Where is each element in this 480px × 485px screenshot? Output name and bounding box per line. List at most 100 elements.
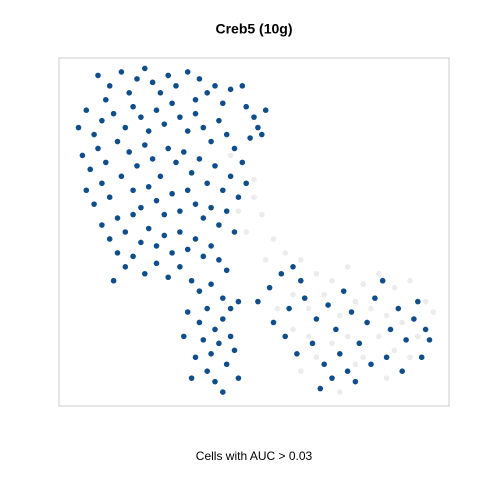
point [422, 326, 429, 333]
point [239, 83, 246, 89]
point [153, 197, 160, 204]
point [216, 222, 222, 228]
point [177, 208, 183, 214]
point [305, 305, 312, 312]
point [153, 107, 160, 113]
point [364, 319, 370, 326]
point [204, 368, 210, 375]
point [227, 152, 234, 159]
point [243, 229, 249, 235]
point [142, 142, 148, 148]
point [220, 316, 226, 322]
point [212, 326, 218, 333]
point [204, 305, 210, 312]
point [298, 277, 304, 284]
point [169, 250, 175, 256]
point [262, 107, 269, 113]
point [130, 187, 136, 194]
point [184, 69, 191, 75]
point [231, 229, 238, 235]
point [145, 128, 152, 134]
point [114, 250, 121, 256]
point [286, 305, 292, 312]
point [192, 236, 199, 242]
point [274, 305, 281, 312]
point [220, 295, 226, 301]
point [301, 295, 308, 301]
point [208, 243, 214, 249]
point [208, 351, 214, 357]
point [114, 215, 121, 221]
point [251, 194, 257, 200]
point [220, 100, 226, 107]
point [337, 312, 343, 319]
point [290, 326, 296, 333]
point [220, 389, 226, 395]
point [181, 333, 187, 340]
point [149, 79, 156, 86]
point [383, 354, 390, 361]
point [329, 277, 335, 284]
point [426, 337, 433, 343]
point [305, 333, 312, 340]
point [337, 351, 343, 357]
point [243, 180, 249, 187]
point [192, 110, 199, 117]
point [399, 319, 406, 326]
point [317, 385, 324, 392]
point [395, 305, 402, 312]
point [184, 309, 191, 315]
point [387, 326, 394, 333]
point [325, 302, 331, 308]
point [235, 208, 242, 214]
point [208, 138, 214, 145]
point [184, 246, 191, 253]
point [231, 145, 238, 152]
point [270, 319, 277, 326]
point [344, 368, 351, 375]
point [337, 389, 343, 395]
point [126, 149, 132, 155]
point [383, 312, 390, 319]
point [200, 253, 207, 260]
point [251, 114, 257, 120]
point [407, 277, 413, 284]
point [165, 72, 171, 79]
point [99, 180, 105, 187]
point [145, 183, 152, 190]
point [216, 257, 222, 263]
point [208, 204, 214, 211]
point [298, 257, 304, 263]
point [379, 277, 386, 284]
point [352, 298, 359, 305]
point [270, 236, 277, 242]
point [184, 128, 191, 134]
point [255, 124, 261, 131]
point [192, 96, 199, 103]
point [372, 295, 378, 301]
point [110, 110, 117, 117]
point [106, 83, 113, 89]
point [91, 131, 97, 138]
point [227, 333, 234, 340]
point [235, 375, 242, 381]
point [181, 149, 187, 155]
point [122, 229, 129, 235]
point [235, 194, 242, 200]
plot-frame [58, 57, 450, 407]
point [134, 163, 140, 169]
point [360, 354, 367, 361]
point [352, 361, 359, 368]
point [251, 177, 257, 183]
point [259, 131, 265, 138]
point [352, 378, 359, 385]
point [399, 368, 406, 375]
point [118, 69, 125, 75]
point [177, 229, 183, 235]
point [122, 264, 129, 270]
point [200, 337, 207, 343]
point [368, 361, 374, 368]
point [259, 211, 265, 218]
